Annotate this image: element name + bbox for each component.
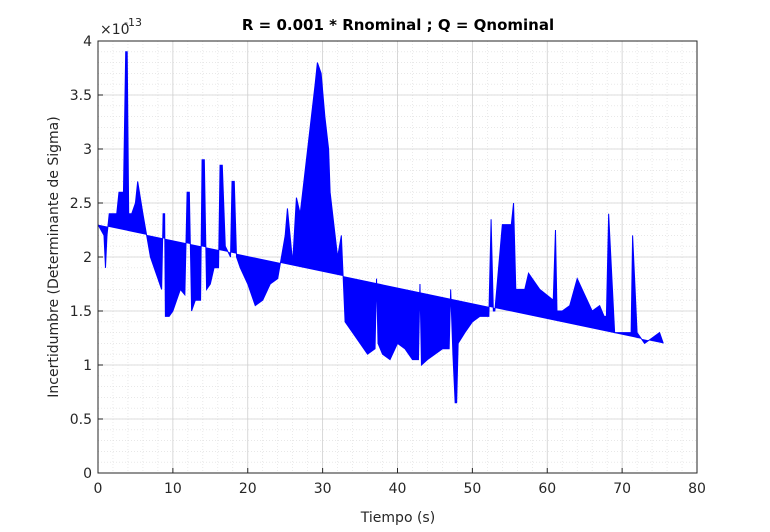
chart-title: R = 0.001 * Rnominal ; Q = Qnominal: [242, 16, 554, 34]
y-axis-label: Incertidumbre (Determinante de Sigma): [46, 116, 62, 397]
x-tick-label: 30: [314, 481, 332, 497]
y-tick-label: 1.5: [70, 304, 92, 320]
x-tick-label: 70: [613, 481, 631, 497]
y-tick-label: 4: [83, 34, 92, 50]
y-tick-label: 0: [83, 466, 92, 482]
x-tick-label: 20: [239, 481, 257, 497]
y-tick-label: 2: [83, 250, 92, 266]
y-tick-label: 3: [83, 142, 92, 158]
area: [97, 51, 664, 404]
y-tick-label: 3.5: [70, 88, 92, 104]
y-multiplier-exponent: -13: [124, 16, 142, 29]
x-tick-label: 80: [688, 481, 706, 497]
y-tick-label: 2.5: [70, 196, 92, 212]
x-tick-label: 0: [94, 481, 103, 497]
axes-box: [97, 40, 698, 474]
x-tick-label: 10: [164, 481, 182, 497]
x-tick-label: 40: [389, 481, 407, 497]
x-tick-label: 50: [463, 481, 481, 497]
y-multiplier: ×10: [100, 22, 130, 38]
y-tick-label: 0.5: [70, 412, 92, 428]
x-tick-label: 60: [538, 481, 556, 497]
y-tick-label: 1: [83, 358, 92, 374]
x-axis-label: Tiempo (s): [360, 510, 435, 526]
